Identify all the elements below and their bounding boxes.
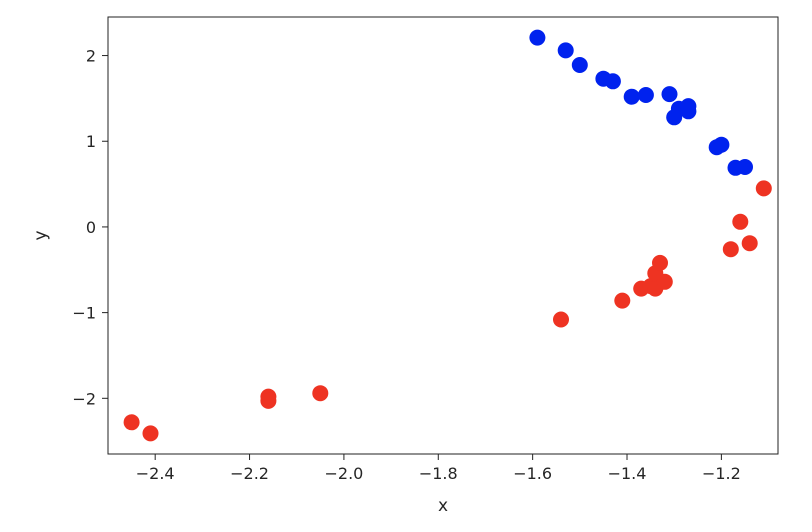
- scatter-point-s1-p15: [741, 235, 758, 252]
- x-tick-label: −1.2: [702, 464, 741, 483]
- scatter-point-s1-p4: [312, 385, 329, 402]
- scatter-point-s0-p5: [623, 88, 640, 105]
- marks-layer: [123, 29, 772, 442]
- x-tick-label: −2.2: [230, 464, 269, 483]
- scatter-point-s0-p15: [737, 159, 753, 175]
- y-tick-label: −1: [72, 304, 96, 323]
- x-tick-label: −1.6: [513, 464, 552, 483]
- y-axis-label: y: [31, 230, 51, 240]
- x-tick-label: −1.8: [419, 464, 458, 483]
- x-tick-label: −2.0: [324, 464, 363, 483]
- x-axis-ticks: −2.4 −2.2 −2.0 −1.8 −1.6 −1.4 −1.2: [136, 454, 741, 483]
- scatter-point-s0-p4: [604, 73, 621, 90]
- scatter-point-s1-p16: [755, 180, 772, 197]
- scatter-point-s1-p3: [260, 392, 277, 409]
- scatter-point-s0-p6: [637, 87, 654, 103]
- plot-frame: [107, 16, 779, 455]
- scatter-point-s1-p14: [732, 213, 749, 230]
- y-axis-ticks: −2 −1 0 1 2: [72, 47, 108, 408]
- y-tick-label: 2: [86, 47, 96, 66]
- scatter-point-s1-p1: [142, 425, 159, 442]
- scatter-point-s1-p12: [656, 273, 673, 290]
- scatter-point-s0-p2: [571, 57, 588, 73]
- y-tick-label: 1: [86, 132, 96, 151]
- scatter-point-s0-p13: [713, 136, 730, 153]
- x-tick-label: −2.4: [136, 464, 175, 483]
- scatter-point-s1-p13: [722, 241, 739, 258]
- scatter-point-s1-p6: [614, 292, 631, 309]
- scatter-point-s0-p11: [680, 98, 697, 115]
- scatter-point-s0-p7: [661, 86, 678, 103]
- x-tick-label: −1.4: [608, 464, 647, 483]
- x-axis-label: x: [438, 496, 448, 516]
- scatter-point-s1-p5: [553, 311, 569, 328]
- scatter-point-s1-p0: [123, 414, 140, 431]
- y-tick-label: −2: [72, 389, 96, 408]
- scatter-point-s1-p11: [652, 254, 668, 271]
- scatter-point-s0-p1: [557, 42, 574, 59]
- y-tick-label: 0: [86, 218, 96, 237]
- scatter-point-s0-p0: [529, 29, 546, 46]
